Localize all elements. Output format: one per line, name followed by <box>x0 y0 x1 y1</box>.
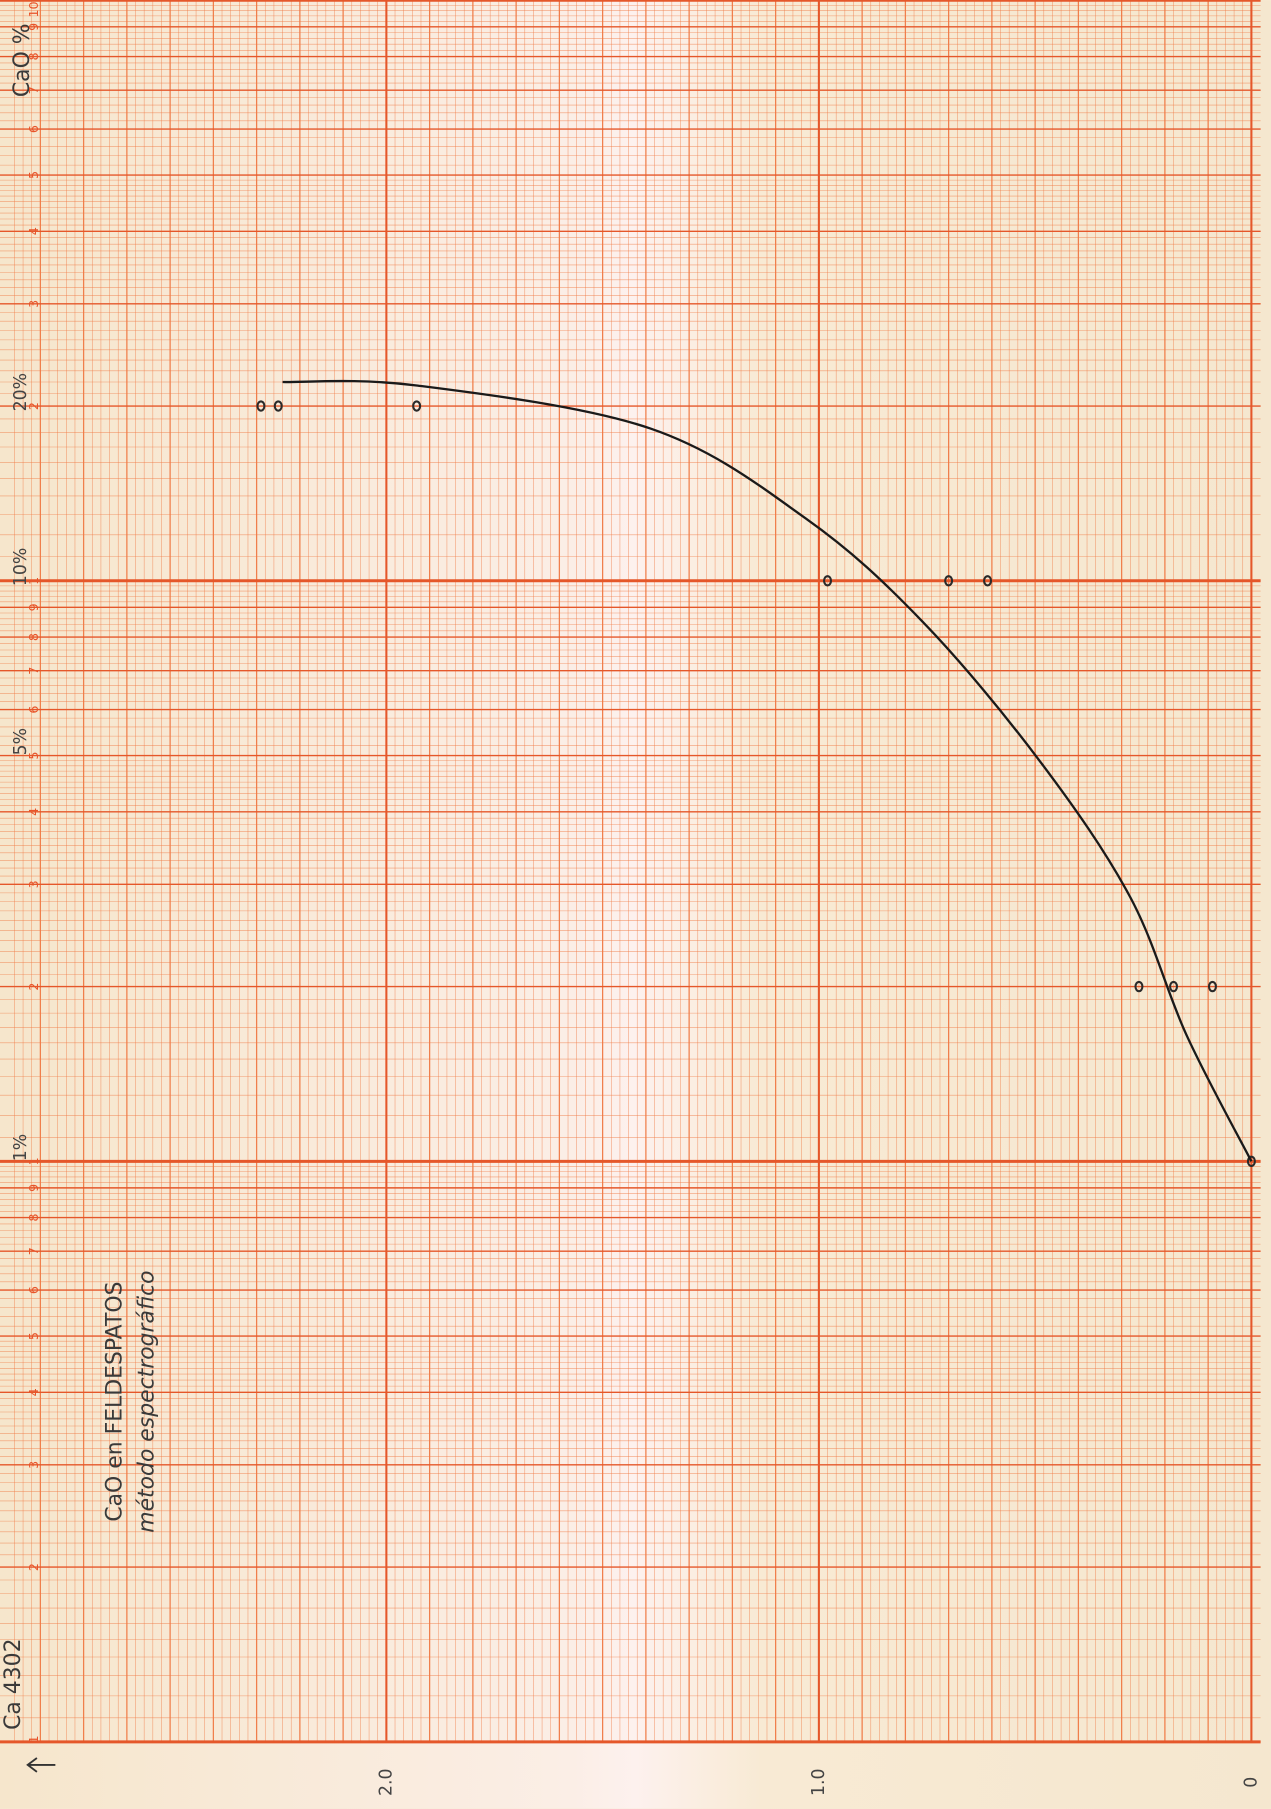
paper <box>0 0 1271 1808</box>
y-annotation: 1% <box>11 1134 31 1161</box>
chart-title: CaO en FELDESPATOS <box>102 1282 127 1522</box>
y-tick-label: 8 <box>26 1214 41 1222</box>
y-tick-label: 6 <box>26 706 41 714</box>
y-tick-label: 9 <box>26 23 41 31</box>
y-tick-label: 5 <box>26 1332 41 1340</box>
chart: CaO en FELDESPATOS método espectrográfic… <box>0 0 1271 1809</box>
y-tick-label: 6 <box>26 125 41 133</box>
x-tick-label: 2.0 <box>376 1768 396 1796</box>
y-tick-label: 2 <box>26 983 41 991</box>
x-tick-label: 0 <box>1241 1777 1261 1788</box>
y-tick-label: 3 <box>26 1461 41 1469</box>
y-tick-label: 5 <box>26 171 41 179</box>
y-annotation: 10% <box>11 548 31 586</box>
y-tick-label: 9 <box>26 603 41 611</box>
y-tick-label: 10 <box>26 1 41 17</box>
y-tick-label: 8 <box>26 633 41 641</box>
y-tick-label: 3 <box>26 880 41 888</box>
y-tick-label: 4 <box>26 227 41 235</box>
y-tick-label: 2 <box>26 1563 41 1571</box>
y-tick-label: 6 <box>26 1286 41 1294</box>
y-tick-label: 8 <box>26 52 41 60</box>
y-tick-label: 7 <box>26 667 41 675</box>
y-tick-label: 9 <box>26 1184 41 1192</box>
y-annotation: 5% <box>11 728 31 755</box>
y-tick-label: 7 <box>26 86 41 94</box>
y-tick-label: 4 <box>26 1388 41 1396</box>
x-tick-label: 1.0 <box>809 1768 829 1796</box>
y-annotation: 20% <box>11 373 31 411</box>
y-tick-label: 4 <box>26 808 41 816</box>
y-tick-label: 3 <box>26 300 41 308</box>
y-tick-label: 7 <box>26 1247 41 1255</box>
x-axis-label: Ca 4302 <box>1 1638 26 1729</box>
y-tick-label: 1 <box>26 1735 41 1743</box>
chart-subtitle: método espectrográfico <box>135 1270 160 1532</box>
